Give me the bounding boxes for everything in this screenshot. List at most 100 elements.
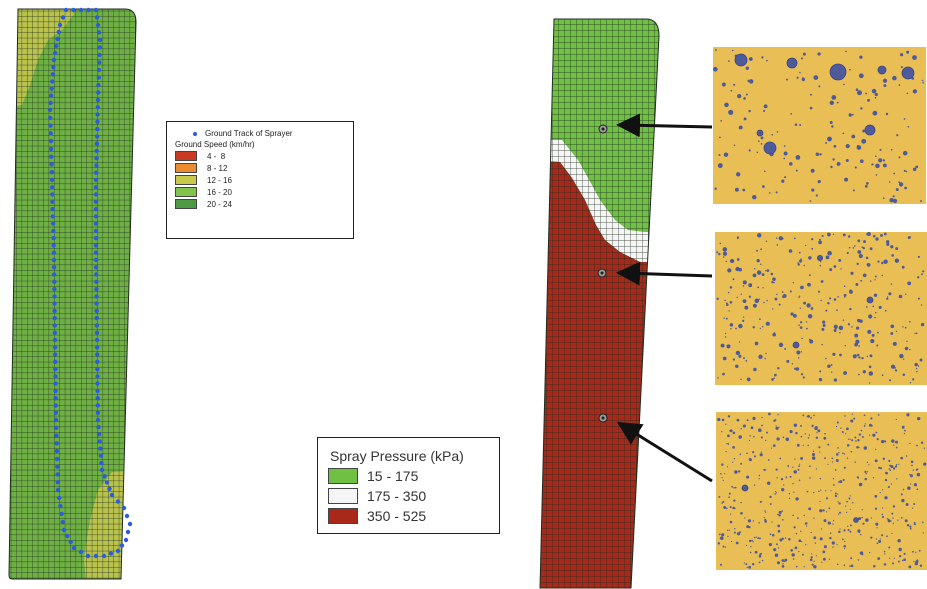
spray-card-bottom-droplet <box>861 516 863 519</box>
spray-card-middle-droplet <box>762 326 764 328</box>
spray-card-bottom-droplet <box>802 553 804 556</box>
spray-card-bottom-droplet <box>858 531 860 534</box>
spray-card-top-droplet <box>900 53 904 57</box>
spray-card-middle-droplet <box>722 256 725 258</box>
spray-card-middle-droplet <box>869 280 872 282</box>
spray-card-bottom-droplet <box>776 561 781 565</box>
spray-card-middle-droplet <box>909 321 911 323</box>
track-point <box>54 425 59 430</box>
spray-card-middle-droplet <box>856 326 860 330</box>
spray-card-top-droplet <box>829 100 834 105</box>
track-point <box>86 7 91 13</box>
spray-card-top-droplet <box>813 75 819 80</box>
spray-card-bottom-droplet <box>800 456 804 460</box>
spray-card-middle-droplet <box>829 268 833 272</box>
spray-card-bottom-droplet <box>892 517 894 519</box>
pressure-class-1: 175 - 350 <box>328 486 489 506</box>
spray-card-top-droplet <box>800 57 804 60</box>
spray-card-bottom-droplet <box>751 539 753 542</box>
spray-card-middle-droplet <box>849 289 853 293</box>
track-point <box>93 221 99 226</box>
spray-card-bottom-droplet <box>744 517 746 519</box>
spray-card-middle-droplet <box>850 271 854 275</box>
spray-card-bottom-droplet <box>792 482 794 485</box>
spray-card-top-droplet <box>733 144 736 147</box>
spray-card-bottom-droplet <box>740 501 742 504</box>
legend-swatch <box>328 488 358 504</box>
spray-card-bottom-droplet <box>819 451 821 453</box>
spray-card-bottom-droplet <box>764 511 767 513</box>
spray-card-bottom-droplet <box>864 470 867 474</box>
spray-card-bottom-droplet <box>792 466 794 468</box>
track-point <box>125 529 131 535</box>
spray-card-bottom-droplet <box>746 419 749 422</box>
spray-card-middle-droplet <box>818 240 822 245</box>
spray-card-bottom-droplet <box>784 537 787 539</box>
legend-class-label: 175 - 350 <box>367 488 427 504</box>
track-point <box>93 7 99 13</box>
spray-card-middle-droplet <box>872 305 875 308</box>
spray-card-bottom-droplet <box>812 450 815 453</box>
track-point <box>60 519 65 525</box>
track-point <box>49 154 54 159</box>
spray-card-bottom-droplet <box>818 446 821 449</box>
spray-card-bottom-droplet <box>726 507 728 510</box>
spray-card-middle-droplet <box>778 303 781 306</box>
spray-card-bottom-droplet <box>891 439 895 443</box>
track-point <box>50 185 55 190</box>
track-point <box>94 15 100 20</box>
spray-card-bottom-droplet <box>800 424 802 427</box>
spray-card-middle-droplet <box>858 356 861 359</box>
spray-card-bottom-droplet <box>785 437 790 441</box>
spray-card-middle-droplet <box>847 235 851 238</box>
spray-card-top-droplet <box>844 177 849 182</box>
spray-card-bottom-droplet <box>838 451 840 454</box>
spray-card-bottom-droplet <box>863 425 866 427</box>
spray-card-middle-droplet <box>766 269 770 272</box>
spray-card-middle-droplet <box>726 344 731 349</box>
spray-card-bottom-droplet <box>798 539 802 543</box>
spray-card-middle-droplet <box>854 342 858 347</box>
spray-card-bottom-droplet <box>738 470 741 473</box>
spray-card-bottom-droplet <box>750 426 754 430</box>
spray-card-bottom-droplet <box>753 484 756 486</box>
spray-card-bottom-droplet <box>885 471 888 474</box>
spray-card-bottom-droplet <box>724 546 727 548</box>
track-point <box>98 453 104 458</box>
spray-card-middle-droplet <box>840 268 842 270</box>
spray-card-bottom-droplet <box>916 472 921 477</box>
spray-card-top-droplet <box>874 92 878 97</box>
spray-card-bottom-droplet <box>833 520 835 522</box>
legend-track-label: Ground Track of Sprayer <box>205 129 293 138</box>
spray-card-middle-droplet <box>761 273 765 276</box>
spray-card-middle-droplet <box>871 333 875 337</box>
spray-card-bottom-droplet <box>754 455 756 458</box>
spray-card-top-droplet <box>905 170 908 173</box>
spray-card-middle-droplet <box>866 232 869 236</box>
spray-card-middle-droplet <box>915 332 918 335</box>
spray-card-bottom-droplet <box>916 444 918 447</box>
spray-card-bottom-droplet <box>758 537 761 540</box>
spray-card-middle-droplet <box>798 296 800 298</box>
track-point <box>52 286 57 292</box>
spray-card-middle-droplet <box>759 318 761 320</box>
spray-card-middle-droplet <box>886 242 890 246</box>
spray-card-middle-droplet <box>763 301 765 304</box>
spray-card-bottom-droplet <box>850 450 853 453</box>
spray-card-middle-droplet <box>860 279 863 282</box>
spray-card-bottom-droplet <box>759 553 762 556</box>
spray-card-top-droplet <box>882 163 887 168</box>
ground-speed-legend: Ground Track of Sprayer Ground Speed (km… <box>166 121 354 239</box>
track-point <box>53 381 58 386</box>
spray-card-middle-droplet <box>746 377 751 382</box>
spray-card-bottom-droplet <box>794 546 798 550</box>
spray-card-bottom-droplet <box>892 467 896 470</box>
spray-card-bottom-droplet <box>847 528 850 532</box>
spray-card-bottom-droplet <box>732 446 735 449</box>
track-point <box>93 265 99 270</box>
spray-card-bottom-droplet <box>777 529 781 533</box>
spray-card-bottom-droplet <box>910 460 914 464</box>
spray-card-middle-droplet <box>732 278 735 281</box>
spray-sample-cards <box>713 47 927 570</box>
spray-card-middle-droplet <box>719 242 722 245</box>
